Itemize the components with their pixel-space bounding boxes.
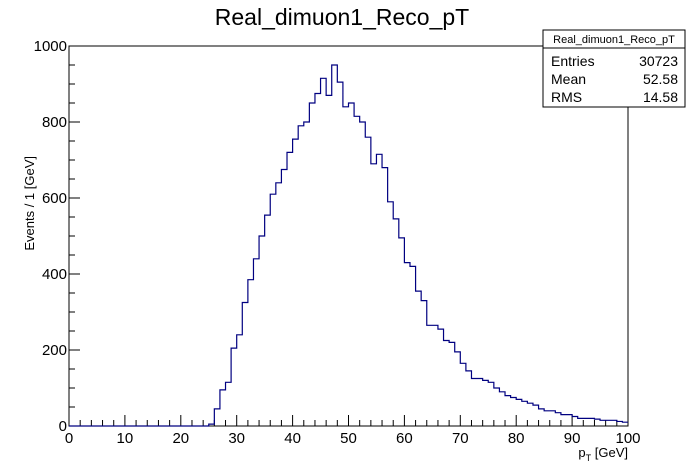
histogram-line bbox=[69, 64, 628, 427]
x-axis-label-base: p bbox=[578, 445, 585, 460]
x-axis: 0 10 20 30 40 50 60 70 80 90 100 bbox=[65, 415, 641, 447]
x-tick-label: 20 bbox=[172, 430, 189, 447]
stats-mean-value: 52.58 bbox=[643, 71, 678, 87]
stats-box-frame bbox=[542, 29, 686, 108]
y-tick-label: 1000 bbox=[34, 38, 67, 55]
x-tick-label: 30 bbox=[228, 430, 245, 447]
stats-rms-value: 14.58 bbox=[643, 89, 678, 105]
y-axis-label: Events / 1 [GeV] bbox=[22, 156, 37, 251]
x-tick-label: 70 bbox=[452, 430, 469, 447]
x-tick-label: 80 bbox=[508, 430, 525, 447]
x-tick-label: 100 bbox=[615, 430, 640, 447]
y-tick-label: 400 bbox=[42, 266, 67, 283]
x-axis-label: pT [GeV] bbox=[578, 445, 628, 463]
stats-rms-label: RMS bbox=[551, 89, 582, 105]
y-tick-label: 0 bbox=[59, 418, 67, 435]
x-tick-label: 40 bbox=[284, 430, 301, 447]
stats-entries-label: Entries bbox=[551, 53, 595, 69]
chart-title: Real_dimuon1_Reco_pT bbox=[215, 4, 469, 30]
x-tick-label: 50 bbox=[340, 430, 357, 447]
y-axis: 0 200 400 600 800 1000 bbox=[34, 38, 80, 435]
x-axis-label-unit: [GeV] bbox=[591, 445, 628, 460]
y-tick-label: 200 bbox=[42, 342, 67, 359]
stats-box: Real_dimuon1_Reco_pT Entries 30723 Mean … bbox=[542, 29, 686, 108]
x-tick-label: 0 bbox=[65, 430, 73, 447]
stats-mean-label: Mean bbox=[551, 71, 586, 87]
y-tick-label: 600 bbox=[42, 190, 67, 207]
y-tick-label: 800 bbox=[42, 114, 67, 131]
x-tick-label: 10 bbox=[117, 430, 134, 447]
stats-entries-value: 30723 bbox=[639, 53, 678, 69]
stats-title: Real_dimuon1_Reco_pT bbox=[553, 34, 675, 46]
x-axis-label-sub: T bbox=[586, 453, 592, 463]
x-tick-label: 60 bbox=[396, 430, 413, 447]
x-tick-label: 90 bbox=[564, 430, 581, 447]
